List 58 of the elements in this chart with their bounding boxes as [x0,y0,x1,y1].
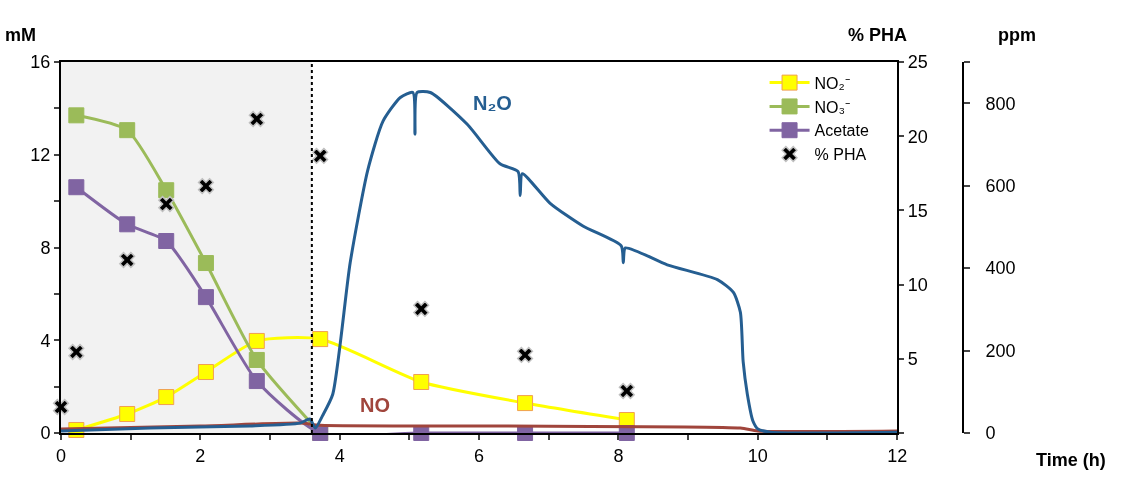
point [312,147,329,165]
y-axis-title: mM [5,25,36,45]
series-label: NO [360,394,390,416]
point [197,255,214,272]
legend-label: % PHA [814,146,867,164]
point [197,289,214,306]
legend-label: Acetate [814,122,869,140]
series-label: N₂O [473,92,512,114]
y2-tick-label: 15 [907,200,928,221]
y2-tick-label: 10 [907,274,928,295]
point [119,216,136,233]
point [248,332,265,349]
x-tick-label: 4 [334,445,345,466]
point [197,177,215,195]
point [68,107,85,124]
x-tick-label: 0 [55,445,67,466]
y2-tick-label: 5 [907,349,918,370]
y-tick-label: 0 [40,423,51,444]
y3-tick-label: 400 [985,258,1016,279]
point [68,179,85,196]
y2-tick-label: 25 [907,52,928,73]
point [119,251,136,269]
point [516,346,534,364]
x-tick-label: 8 [613,445,624,466]
point [68,343,85,361]
point [119,405,136,422]
point [517,395,534,412]
point [158,389,175,406]
y2-tick-label: 20 [907,126,928,147]
y3-axis-title: ppm [998,25,1036,45]
point [197,364,214,381]
x-tick-label: 12 [887,445,908,466]
point [248,110,265,128]
legend-label: NO₂⁻ [814,74,850,92]
y3-tick-label: 800 [985,93,1016,114]
point [158,182,175,199]
x-tick-label: 2 [195,445,206,466]
y-tick-label: 12 [30,145,51,166]
x-tick-label: 6 [474,445,485,466]
point [312,331,329,348]
point [413,300,430,318]
point [248,351,265,368]
point [413,373,430,390]
point [119,122,136,139]
y-tick-label: 8 [40,237,51,258]
point [618,382,635,400]
legend-label: NO₃⁻ [814,98,851,116]
y-tick-label: 16 [30,52,51,73]
point [158,233,175,250]
point [158,195,175,213]
x-tick-label: 10 [747,445,768,466]
y2-axis-title: % PHA [848,25,908,45]
x-axis-title: Time (h) [1036,450,1106,470]
y3-tick-label: 600 [985,175,1016,196]
y-tick-label: 4 [40,330,51,351]
y3-tick-label: 200 [985,340,1016,361]
point [248,373,265,390]
y3-tick-label: 0 [985,423,996,444]
